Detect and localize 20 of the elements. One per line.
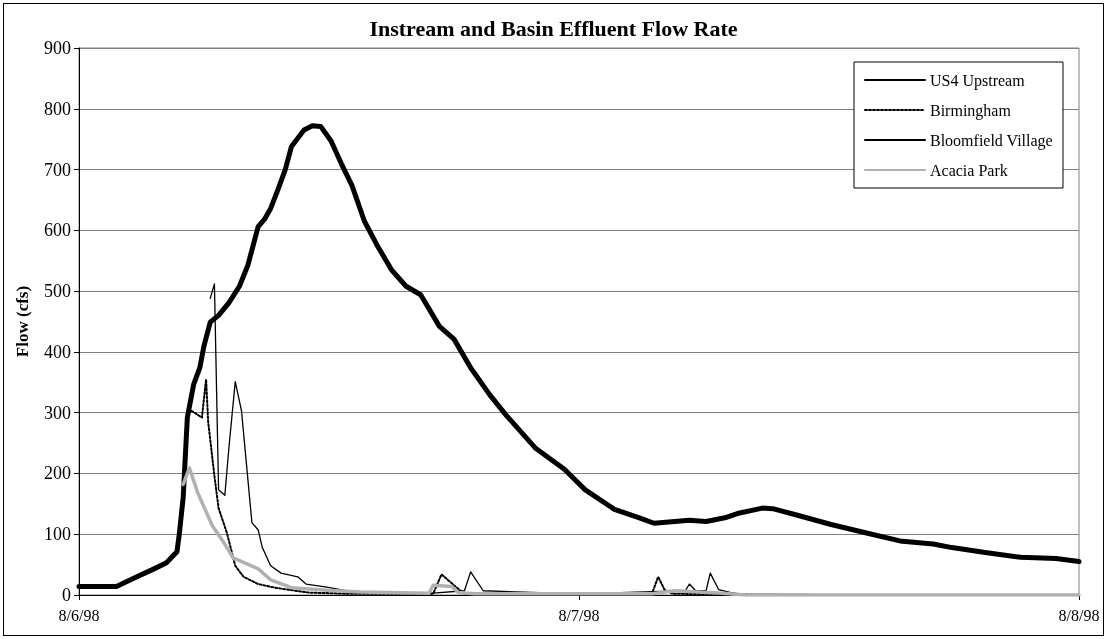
x-tick-label: 8/6/98 [58,606,100,624]
legend-label: Birmingham [929,101,1012,120]
line-series [181,466,1081,597]
y-tick-label: 200 [44,463,71,484]
y-tick-label: 800 [44,98,71,119]
y-tick-label: 600 [44,220,71,241]
y-axis-title: Flow (cfs) [13,285,32,358]
legend-label: US4 Upstream [929,71,1026,90]
y-tick-label: 700 [44,159,71,180]
y-tick-label: 900 [44,38,71,58]
y-tick-label: 100 [44,524,71,545]
y-tick-label: 300 [44,402,71,423]
x-tick-label: 8/7/98 [558,606,600,624]
y-tick-label: 0 [62,585,71,605]
y-tick-label: 400 [44,341,71,362]
legend-label: Bloomfield Village [929,131,1053,150]
chart-title: Instream and Basin Effluent Flow Rate [369,15,738,41]
y-tick-label: 500 [44,281,71,302]
x-tick-label: 8/8/98 [1058,606,1100,624]
legend-label: Acacia Park [929,161,1008,179]
